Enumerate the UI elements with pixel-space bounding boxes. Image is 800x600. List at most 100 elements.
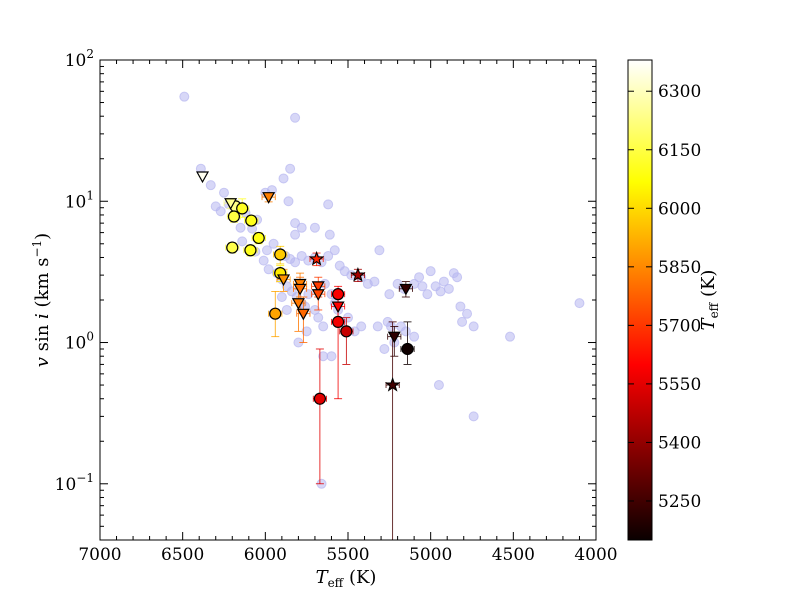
background-point: [263, 264, 274, 275]
background-point: [414, 272, 425, 283]
background-point: [318, 321, 329, 332]
triangle-marker: [195, 171, 210, 184]
background-point: [290, 229, 301, 240]
background-point: [290, 112, 301, 123]
y-tick-label: 101: [65, 188, 94, 212]
background-point: [296, 222, 307, 233]
triangle-marker: [293, 283, 307, 296]
background-point: [285, 163, 296, 174]
triangle-marker: [311, 289, 325, 301]
star-marker: [308, 250, 325, 266]
background-point: [400, 326, 411, 337]
triangle-marker: [387, 331, 401, 344]
background-point: [235, 222, 246, 233]
plot-frame: [99, 59, 597, 541]
x-tick-label: 5500: [326, 545, 369, 565]
y-tick-label: 10−1: [55, 471, 94, 495]
background-point: [290, 257, 301, 268]
circle-marker: [340, 325, 353, 338]
circle-marker: [269, 307, 282, 320]
circle-marker: [236, 202, 249, 215]
colorbar-label: Teff (K): [698, 270, 721, 331]
background-point: [356, 321, 367, 332]
triangle-marker: [277, 274, 291, 287]
background-point: [276, 292, 287, 303]
background-point: [468, 411, 479, 422]
triangle-marker: [262, 192, 276, 204]
x-tick-label: 6000: [244, 545, 287, 565]
colorbar-tick-label: 5250: [658, 492, 701, 512]
background-point: [210, 201, 221, 212]
triangle-marker: [296, 308, 310, 321]
background-point: [505, 331, 516, 342]
colorbar-tick-label: 5700: [658, 316, 701, 336]
background-point: [369, 276, 380, 287]
triangle-marker: [224, 198, 238, 210]
triangle-marker: [291, 298, 305, 310]
background-point: [179, 91, 190, 102]
circle-marker: [331, 288, 345, 301]
background-point: [384, 289, 395, 300]
background-point: [374, 245, 385, 256]
x-tick-label: 4500: [492, 545, 535, 565]
background-point: [278, 173, 289, 184]
colorbar-tick-label: 6300: [658, 82, 701, 102]
background-point: [452, 272, 463, 283]
data-points: [195, 171, 414, 405]
background-point: [433, 380, 444, 391]
triangle-marker: [399, 283, 413, 296]
background-point: [443, 283, 454, 294]
background-point: [438, 276, 449, 287]
background-point: [324, 229, 335, 240]
background-point: [409, 331, 420, 342]
background-point: [261, 245, 272, 256]
background-point: [323, 250, 334, 261]
background-point: [379, 343, 390, 354]
x-axis-ticks: 7000 6500 6000 5500 5000 4500 4000: [78, 60, 618, 565]
background-point: [205, 180, 216, 191]
background-point: [326, 351, 337, 362]
background-point: [258, 255, 269, 266]
x-tick-label: 6500: [161, 545, 204, 565]
x-tick-label: 5000: [409, 545, 452, 565]
colorbar-tick-label: 5400: [658, 433, 701, 453]
y-tick-label: 100: [65, 330, 94, 354]
background-point: [425, 266, 436, 277]
circle-marker: [226, 241, 239, 254]
star-marker: [384, 376, 401, 392]
circle-marker: [331, 315, 345, 328]
star-marker: [350, 267, 366, 282]
x-tick-label: 7000: [78, 545, 121, 565]
colorbar-tick-label: 6000: [658, 199, 701, 219]
colorbar: [627, 59, 653, 541]
background-point: [422, 289, 433, 300]
y-tick-label: 102: [65, 47, 94, 71]
x-axis-label: Teff (K): [316, 567, 377, 590]
circle-marker: [274, 248, 287, 261]
triangle-marker: [311, 281, 325, 294]
background-point: [457, 316, 468, 327]
background-point: [313, 312, 324, 323]
y-axis-label: v sin i (km s−1): [30, 233, 53, 367]
background-point: [268, 238, 279, 249]
background-point: [462, 308, 473, 319]
background-point: [435, 286, 446, 297]
y-axis-ticks: 102 101 100 10−1: [55, 47, 596, 541]
background-point: [574, 298, 585, 309]
colorbar-ticks: 6300 6150 6000 5850 5700 5550 5400 5250: [628, 82, 701, 512]
background-points: [179, 91, 585, 489]
background-point: [237, 236, 248, 247]
background-point: [417, 281, 428, 292]
background-point: [329, 245, 340, 256]
colorbar-tick-label: 6150: [658, 141, 701, 161]
circle-marker: [245, 214, 258, 227]
circle-marker: [401, 342, 414, 356]
background-point: [372, 321, 383, 332]
circle-marker: [313, 392, 326, 405]
circle-marker: [227, 210, 241, 223]
circle-marker: [252, 231, 265, 245]
background-point: [281, 304, 292, 315]
background-point: [323, 199, 334, 210]
background-point: [219, 187, 229, 198]
